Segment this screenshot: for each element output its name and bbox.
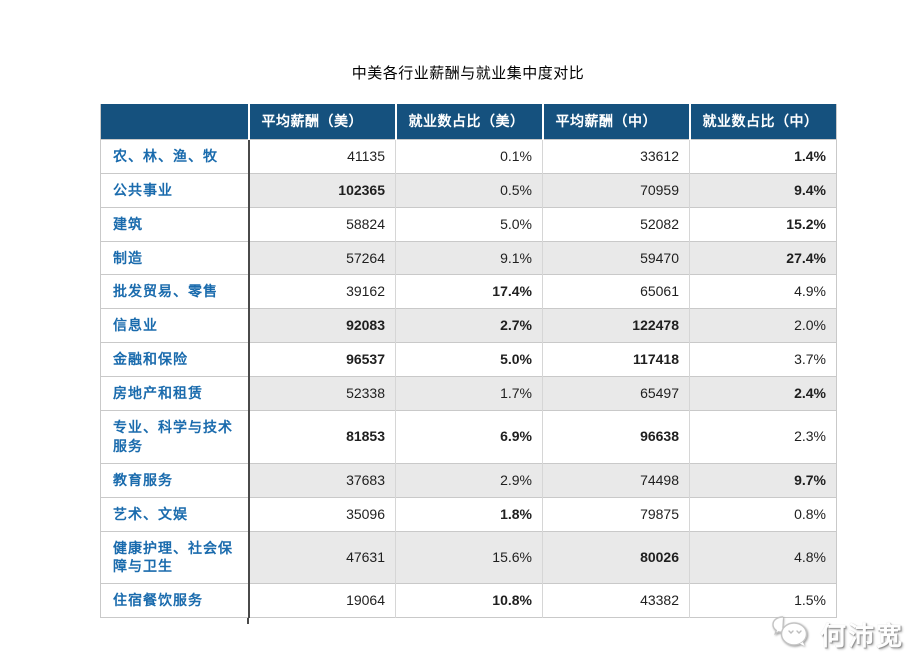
watermark-author-name: 何沛宽 bbox=[819, 621, 904, 651]
wechat-bubbles-icon bbox=[770, 615, 812, 654]
cell-value: 122478 bbox=[542, 308, 690, 343]
cell-value: 15.2% bbox=[689, 206, 837, 242]
cell-value: 57264 bbox=[248, 240, 396, 275]
cell-value: 43382 bbox=[542, 583, 690, 618]
industry-label: 批发贸易、零售 bbox=[100, 274, 250, 309]
industry-label: 建筑 bbox=[100, 206, 250, 242]
cell-value: 41135 bbox=[248, 139, 396, 174]
industry-label: 公共事业 bbox=[100, 172, 250, 208]
cell-value: 37683 bbox=[248, 462, 396, 498]
cell-value: 79875 bbox=[542, 496, 690, 532]
industry-label: 专业、科学与技术服务 bbox=[100, 410, 250, 464]
cell-value: 1.5% bbox=[689, 583, 837, 618]
column-header: 就业数占比（美） bbox=[394, 104, 543, 140]
cell-value: 2.9% bbox=[395, 462, 543, 498]
cell-value: 102365 bbox=[248, 172, 396, 208]
cell-value: 92083 bbox=[248, 308, 396, 343]
cell-value: 15.6% bbox=[395, 530, 543, 584]
table-row: 批发贸易、零售 39162 17.4% 65061 4.9% bbox=[100, 274, 837, 309]
cell-value: 6.9% bbox=[395, 410, 543, 464]
industry-label: 房地产和租赁 bbox=[100, 376, 250, 411]
cell-value: 4.9% bbox=[689, 274, 837, 309]
cell-value: 0.8% bbox=[689, 496, 837, 532]
table-row: 制造 57264 9.1% 59470 27.4% bbox=[100, 240, 837, 275]
industry-label: 艺术、文娱 bbox=[100, 496, 250, 532]
cell-value: 58824 bbox=[248, 206, 396, 242]
cell-value: 5.0% bbox=[395, 206, 543, 242]
cell-value: 2.7% bbox=[395, 308, 543, 343]
cell-value: 39162 bbox=[248, 274, 396, 309]
industry-label: 住宿餐饮服务 bbox=[100, 583, 250, 618]
cell-value: 27.4% bbox=[689, 240, 837, 275]
table-row: 艺术、文娱 35096 1.8% 79875 0.8% bbox=[100, 496, 837, 532]
industry-label: 教育服务 bbox=[100, 462, 250, 498]
cell-value: 2.4% bbox=[689, 376, 837, 411]
table-row: 农、林、渔、牧 41135 0.1% 33612 1.4% bbox=[100, 139, 837, 174]
cell-value: 3.7% bbox=[689, 342, 837, 377]
table-row: 金融和保险 96537 5.0% 117418 3.7% bbox=[100, 342, 837, 377]
cell-value: 2.3% bbox=[689, 410, 837, 464]
cell-value: 1.7% bbox=[395, 376, 543, 411]
cell-value: 70959 bbox=[542, 172, 690, 208]
cell-value: 80026 bbox=[542, 530, 690, 584]
cell-value: 117418 bbox=[542, 342, 690, 377]
table-row: 房地产和租赁 52338 1.7% 65497 2.4% bbox=[100, 376, 837, 411]
cell-value: 52338 bbox=[248, 376, 396, 411]
watermark: 何沛宽 bbox=[770, 615, 904, 654]
cell-value: 17.4% bbox=[395, 274, 543, 309]
cell-value: 10.8% bbox=[395, 583, 543, 618]
table-header-row: 平均薪酬（美） 就业数占比（美） 平均薪酬（中） 就业数占比（中） bbox=[100, 104, 837, 140]
page-title: 中美各行业薪酬与就业集中度对比 bbox=[351, 65, 585, 82]
cell-value: 65061 bbox=[542, 274, 690, 309]
column-divider-tick bbox=[247, 618, 249, 625]
cell-value: 81853 bbox=[248, 410, 396, 464]
industry-label: 制造 bbox=[100, 240, 250, 275]
industry-label: 健康护理、社会保障与卫生 bbox=[100, 530, 250, 584]
cell-value: 0.5% bbox=[395, 172, 543, 208]
column-header: 平均薪酬（中） bbox=[541, 104, 690, 140]
cell-value: 35096 bbox=[248, 496, 396, 532]
cell-value: 4.8% bbox=[689, 530, 837, 584]
cell-value: 1.8% bbox=[395, 496, 543, 532]
table-row: 信息业 92083 2.7% 122478 2.0% bbox=[100, 308, 837, 343]
cell-value: 2.0% bbox=[689, 308, 837, 343]
cell-value: 96537 bbox=[248, 342, 396, 377]
cell-value: 47631 bbox=[248, 530, 396, 584]
cell-value: 9.1% bbox=[395, 240, 543, 275]
cell-value: 19064 bbox=[248, 583, 396, 618]
industry-label: 农、林、渔、牧 bbox=[100, 139, 250, 174]
table-row: 专业、科学与技术服务 81853 6.9% 96638 2.3% bbox=[100, 410, 837, 464]
cell-value: 5.0% bbox=[395, 342, 543, 377]
cell-value: 9.7% bbox=[689, 462, 837, 498]
column-header: 平均薪酬（美） bbox=[247, 104, 396, 140]
table-row: 教育服务 37683 2.9% 74498 9.7% bbox=[100, 462, 837, 498]
industry-label: 金融和保险 bbox=[100, 342, 250, 377]
table-row: 住宿餐饮服务 19064 10.8% 43382 1.5% bbox=[100, 583, 837, 618]
cell-value: 74498 bbox=[542, 462, 690, 498]
corner-header-cell bbox=[100, 104, 249, 140]
table-row: 健康护理、社会保障与卫生 47631 15.6% 80026 4.8% bbox=[100, 530, 837, 584]
comparison-table-wrap: 平均薪酬（美） 就业数占比（美） 平均薪酬（中） 就业数占比（中） 农、林、渔、牧 41… bbox=[100, 104, 837, 625]
cell-value: 1.4% bbox=[689, 139, 837, 174]
cell-value: 96638 bbox=[542, 410, 690, 464]
table-row: 公共事业 102365 0.5% 70959 9.4% bbox=[100, 172, 837, 208]
cell-value: 33612 bbox=[542, 139, 690, 174]
cell-value: 0.1% bbox=[395, 139, 543, 174]
table-row: 建筑 58824 5.0% 52082 15.2% bbox=[100, 206, 837, 242]
industry-label: 信息业 bbox=[100, 308, 250, 343]
cell-value: 59470 bbox=[542, 240, 690, 275]
comparison-table: 平均薪酬（美） 就业数占比（美） 平均薪酬（中） 就业数占比（中） 农、林、渔、牧 41… bbox=[100, 104, 837, 619]
cell-value: 65497 bbox=[542, 376, 690, 411]
column-header: 就业数占比（中） bbox=[688, 104, 837, 140]
cell-value: 52082 bbox=[542, 206, 690, 242]
cell-value: 9.4% bbox=[689, 172, 837, 208]
